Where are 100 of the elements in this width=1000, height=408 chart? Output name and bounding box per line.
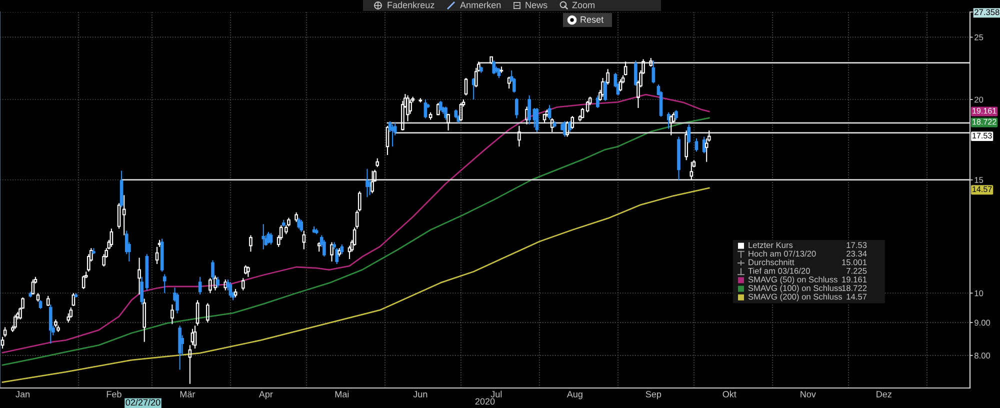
candlestick [624,61,628,76]
candlestick [92,248,96,255]
candlestick [211,260,214,280]
candlestick [300,219,304,232]
candlestick [69,306,73,318]
candlestick [54,318,58,328]
candlestick [464,77,468,96]
annotation: 7.225 [846,268,867,274]
candlestick [216,276,220,288]
candlestick [224,278,228,291]
candlestick [241,278,245,291]
x-tick-label: Feb [106,390,122,398]
text: 14.57 [972,186,992,192]
candlestick [684,130,688,161]
candlestick [439,100,442,112]
candlestick [677,136,680,180]
candlestick [188,344,192,384]
candlestick [82,275,86,290]
text: Fadenkreuz [388,2,434,8]
annotation: 18.722 [842,285,867,292]
candlestick [162,274,166,294]
candlestick [586,100,590,113]
candlestick [550,118,554,133]
legend-label: SMAVG (50) on Schluss [748,276,838,284]
text: 17.53 [972,132,992,138]
x-tick-label: Sep [646,391,662,400]
y-tick-label: 15 [974,177,984,183]
candlestick [436,102,440,116]
candlestick [454,108,458,119]
annotation: 15.001 [842,259,867,266]
candlestick [193,325,197,350]
x-tick-label: Nov [800,391,816,398]
annotation: Durchschnitt [748,259,794,266]
x-tick-label: Okt [722,390,736,398]
candlestick [580,107,584,119]
candlestick [666,112,670,130]
candlestick [314,228,318,235]
candlestick [246,266,250,278]
candlestick [386,125,390,156]
x-axis-title: 2020 [475,398,495,405]
candlestick [444,106,448,120]
candlestick [198,276,202,296]
line-series [2,187,710,383]
legend-label: SMAVG (100) on Schluss [748,284,842,293]
candlestick [249,234,252,252]
candlestick [518,125,521,148]
x-tick-label: Aug [566,391,582,400]
candlestick [228,282,232,298]
candlestick [376,158,380,168]
x-tick-label: Mai [335,390,349,398]
x-tick-label: Mär [180,391,196,398]
y-tick-label: 20 [974,96,984,103]
candlestick [338,248,342,258]
candlestick [570,116,574,130]
candlestick [0,336,4,350]
candlestick [566,120,569,138]
candlestick [46,295,50,306]
candlestick [596,94,600,109]
candlestick [234,288,238,298]
y-tick-label: 10 [974,290,984,296]
candlestick [72,292,76,306]
candlestick [480,66,483,74]
candlestick [472,77,476,100]
text: 02/27/20 [126,399,160,406]
candlestick [110,228,114,248]
candlestick [117,202,121,230]
candlestick [138,257,141,296]
x-tick-label: Jul [490,390,502,398]
candlestick [669,114,673,136]
candlestick [490,56,493,65]
candlestick [548,104,552,120]
candlestick [155,246,159,264]
annotation: 23.34 [846,250,867,257]
annotation: 14.57 [846,294,867,300]
x-tick-label: Jan [16,391,30,398]
legend-label: Letzter Kurs [748,242,793,248]
candlestick [160,238,164,272]
candlestick [649,58,653,68]
candlestick [694,138,698,152]
text: Anmerken [460,2,501,8]
candlestick [552,120,556,128]
candlestick [322,239,326,258]
annotation: Tief am 03/16/20 [748,268,810,274]
candlestick [366,168,369,198]
candlestick [418,98,422,103]
legend-label: SMAVG (200) on Schluss [748,294,842,302]
candlestick [370,170,374,194]
x-tick-label: Dez [876,391,892,398]
y-tick-label: 25 [974,34,984,40]
candlestick [500,66,504,74]
candlestick [507,76,511,90]
candlestick [312,226,316,234]
candlestick [330,242,334,262]
annotation: Reset [580,16,604,23]
candlestick [294,212,298,223]
candlestick [158,239,162,248]
candlestick [142,298,146,342]
candlestick [31,278,35,296]
candlestick [297,217,301,230]
text: Zoom [572,2,594,8]
